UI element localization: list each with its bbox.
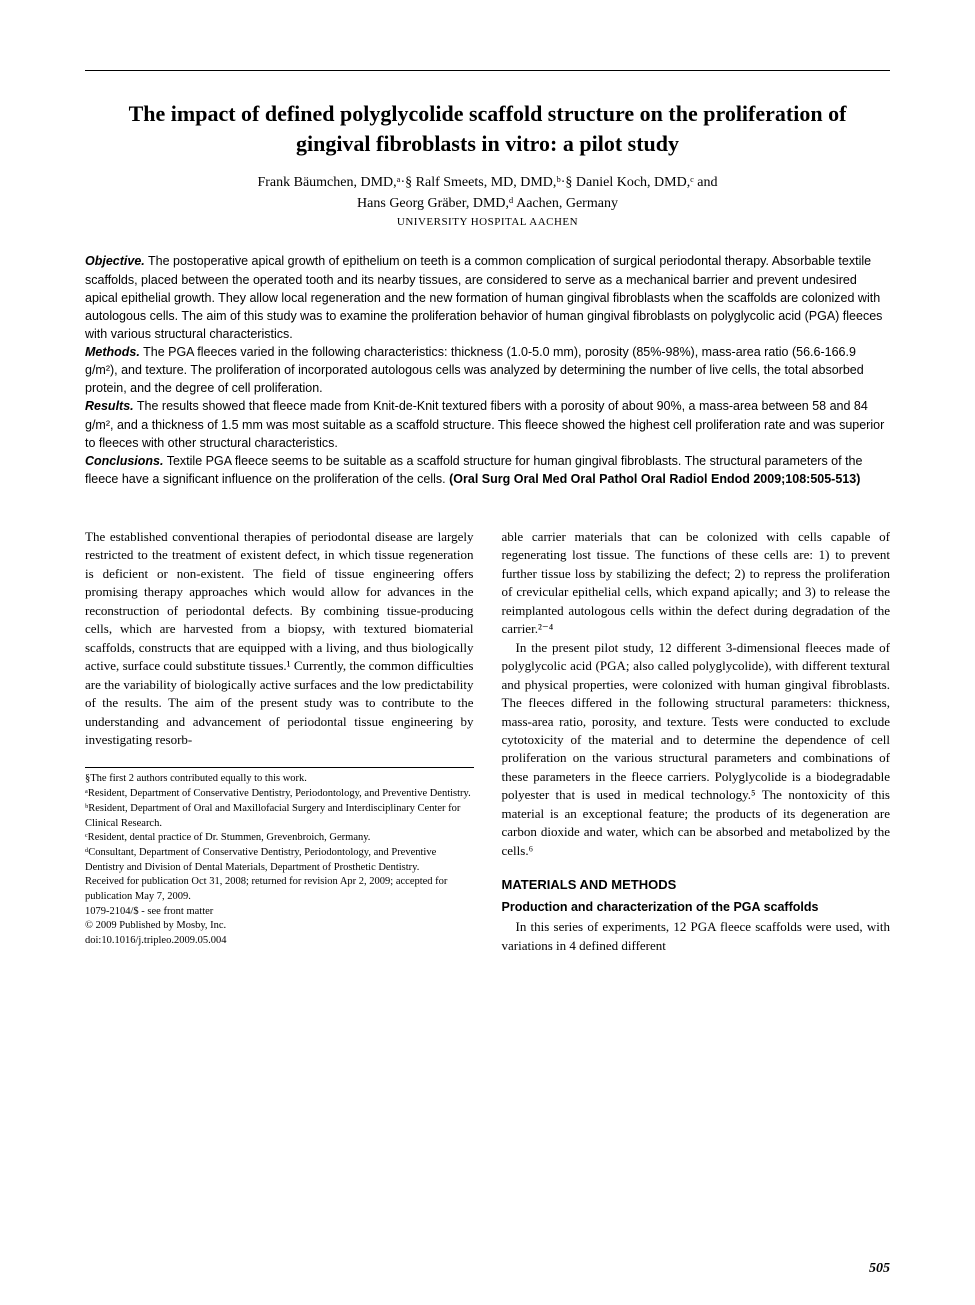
authors-line-1: Frank Bäumchen, DMD,ᵃ·§ Ralf Smeets, MD,… bbox=[85, 172, 890, 193]
results-text: The results showed that fleece made from… bbox=[85, 399, 884, 449]
page-number: 505 bbox=[869, 1261, 890, 1277]
objective-label: Objective. bbox=[85, 254, 145, 268]
authors-line-2: Hans Georg Gräber, DMD,ᵈ Aachen, Germany bbox=[85, 193, 890, 214]
objective-text: The postoperative apical growth of epith… bbox=[85, 254, 882, 341]
footnote-c: ᶜResident, dental practice of Dr. Stumme… bbox=[85, 831, 474, 846]
abstract-block: Objective. The postoperative apical grow… bbox=[85, 252, 890, 488]
footnote-equal: §The first 2 authors contributed equally… bbox=[85, 772, 474, 787]
authors-block: Frank Bäumchen, DMD,ᵃ·§ Ralf Smeets, MD,… bbox=[85, 172, 890, 214]
pga-scaffolds-subheading: Production and characterization of the P… bbox=[502, 899, 891, 917]
abstract-objective: Objective. The postoperative apical grow… bbox=[85, 252, 890, 343]
abstract-citation: (Oral Surg Oral Med Oral Pathol Oral Rad… bbox=[449, 472, 860, 486]
body-columns: The established conventional therapies o… bbox=[85, 528, 890, 955]
affiliation: UNIVERSITY HOSPITAL AACHEN bbox=[85, 216, 890, 228]
results-label: Results. bbox=[85, 399, 134, 413]
footnote-issn: 1079-2104/$ - see front matter bbox=[85, 905, 474, 920]
footnote-copyright: © 2009 Published by Mosby, Inc. bbox=[85, 919, 474, 934]
methods-label: Methods. bbox=[85, 345, 140, 359]
footnotes-block: §The first 2 authors contributed equally… bbox=[85, 767, 474, 948]
methods-text: The PGA fleeces varied in the following … bbox=[85, 345, 864, 395]
abstract-conclusions: Conclusions. Textile PGA fleece seems to… bbox=[85, 452, 890, 488]
footnote-doi: doi:10.1016/j.tripleo.2009.05.004 bbox=[85, 934, 474, 949]
methods-para-1: In this series of experiments, 12 PGA fl… bbox=[502, 918, 891, 955]
conclusions-label: Conclusions. bbox=[85, 454, 163, 468]
right-column: able carrier materials that can be colon… bbox=[502, 528, 891, 955]
footnote-a: ᵃResident, Department of Conservative De… bbox=[85, 787, 474, 802]
article-title: The impact of defined polyglycolide scaf… bbox=[85, 99, 890, 158]
footnote-b: ᵇResident, Department of Oral and Maxill… bbox=[85, 802, 474, 831]
footnote-received: Received for publication Oct 31, 2008; r… bbox=[85, 875, 474, 904]
top-rule bbox=[85, 70, 890, 71]
right-para-1: able carrier materials that can be colon… bbox=[502, 528, 891, 639]
abstract-methods: Methods. The PGA fleeces varied in the f… bbox=[85, 343, 890, 397]
right-para-2: In the present pilot study, 12 different… bbox=[502, 639, 891, 860]
footnote-d: ᵈConsultant, Department of Conservative … bbox=[85, 846, 474, 875]
abstract-results: Results. The results showed that fleece … bbox=[85, 397, 890, 451]
left-para-1: The established conventional therapies o… bbox=[85, 528, 474, 749]
left-column: The established conventional therapies o… bbox=[85, 528, 474, 955]
materials-methods-heading: MATERIALS AND METHODS bbox=[502, 876, 891, 894]
